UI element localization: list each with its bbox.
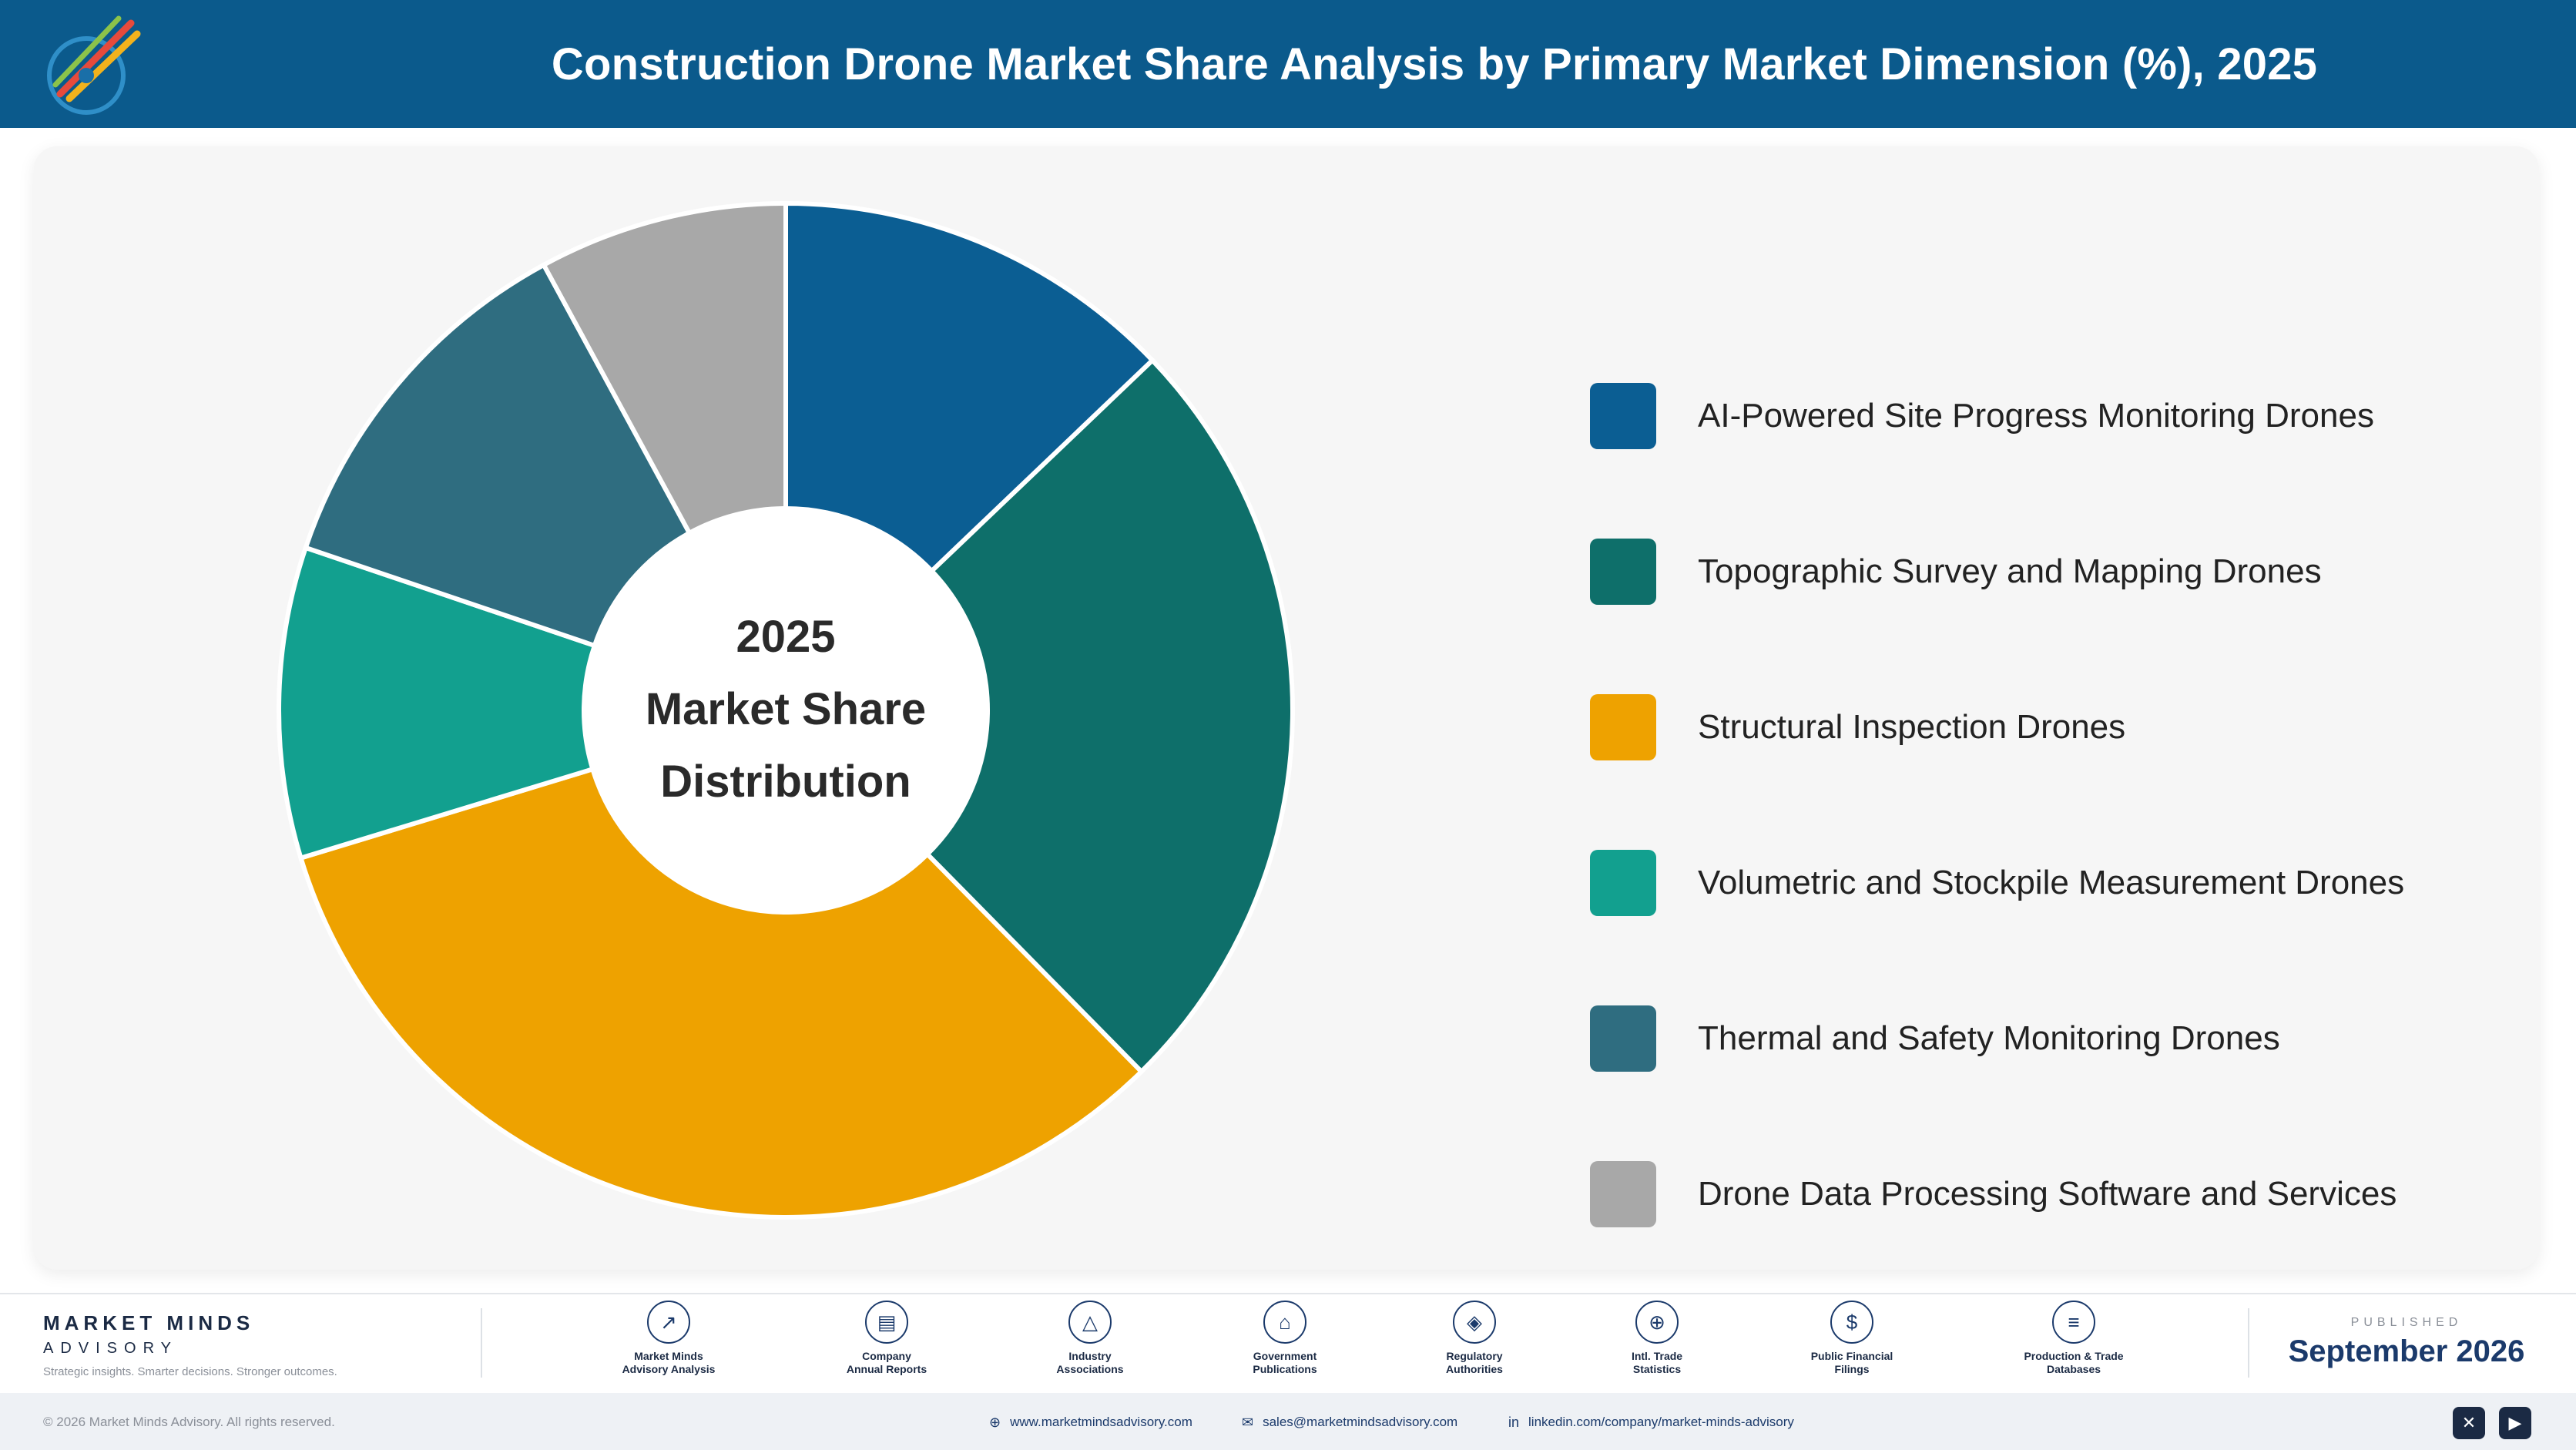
data-source-item: ≡ Production & Trade Databases (1997, 1301, 2151, 1376)
legend-item: AI-Powered Site Progress Monitoring Dron… (1590, 382, 2374, 450)
header-bar: Construction Drone Market Share Analysis… (0, 0, 2576, 128)
brand-subtitle: ADVISORY (43, 1340, 178, 1357)
data-source-label: Production & Trade Databases (2024, 1350, 2124, 1375)
dollar-coin-icon: $ (1830, 1301, 1873, 1344)
donut-center-text: Distribution (660, 757, 911, 807)
legend-item: Volumetric and Stockpile Measurement Dro… (1590, 849, 2404, 917)
published-block: PUBLISHED September 2026 (2283, 1316, 2530, 1369)
footer-divider (481, 1308, 482, 1378)
globe-icon: ⊕ (989, 1414, 1001, 1430)
footer-brand: MARKET MINDS ADVISORY Strategic insights… (43, 1311, 337, 1378)
legend-label: Drone Data Processing Software and Servi… (1698, 1175, 2397, 1213)
government-building-icon: ⌂ (1263, 1301, 1306, 1344)
footer-bottom-bar: © 2026 Market Minds Advisory. All rights… (0, 1393, 2576, 1450)
legend-swatch (1590, 850, 1656, 916)
data-source-item: $ Public Financial Filings (1775, 1301, 1929, 1376)
legend-label: Topographic Survey and Mapping Drones (1698, 552, 2322, 590)
legend-label: Thermal and Safety Monitoring Drones (1698, 1019, 2280, 1057)
donut-hole (584, 509, 988, 912)
linkedin-text: linkedin.com/company/market-minds-adviso… (1528, 1415, 1794, 1429)
legend-swatch (1590, 539, 1656, 605)
legend-item: Structural Inspection Drones (1590, 693, 2125, 761)
legend-label: Volumetric and Stockpile Measurement Dro… (1698, 864, 2405, 901)
email-link[interactable]: ✉ sales@marketmindsadvisory.com (1242, 1393, 1457, 1450)
data-source-label: Regulatory Authorities (1446, 1350, 1503, 1375)
legend-item: Topographic Survey and Mapping Drones (1590, 538, 2322, 606)
brand-name: MARKET MINDS (43, 1311, 255, 1334)
legend-swatch (1590, 383, 1656, 449)
data-source-item: ↗ Market Minds Advisory Analysis (592, 1301, 746, 1376)
mail-icon: ✉ (1242, 1414, 1254, 1430)
linkedin-link[interactable]: in linkedin.com/company/market-minds-adv… (1508, 1393, 1794, 1450)
website-link[interactable]: ⊕ www.marketmindsadvisory.com (989, 1393, 1192, 1450)
database-icon: ≡ (2052, 1301, 2095, 1344)
chart-card: 2025 Market Share Distribution AI-Powered … (34, 146, 2539, 1270)
company-logo (47, 15, 141, 115)
donut-chart: 2025 Market Share Distribution (277, 200, 1295, 1220)
email-text: sales@marketmindsadvisory.com (1263, 1415, 1458, 1429)
copyright-text: © 2026 Market Minds Advisory. All rights… (43, 1415, 335, 1429)
footer: MARKET MINDS ADVISORY Strategic insights… (0, 1293, 2576, 1450)
legend-swatch (1590, 1161, 1656, 1227)
legend-label: Structural Inspection Drones (1698, 708, 2126, 746)
chart-line-icon: ↗ (647, 1301, 690, 1344)
data-source-label: Company Annual Reports (846, 1350, 927, 1375)
data-source-label: Public Financial Filings (1810, 1350, 1893, 1375)
data-source-item: ◈ Regulatory Authorities (1397, 1301, 1551, 1376)
network-icon: △ (1068, 1301, 1112, 1344)
shield-icon: ◈ (1453, 1301, 1496, 1344)
x-twitter-icon[interactable]: ✕ (2453, 1407, 2485, 1439)
donut-center-text: 2025 (736, 612, 835, 662)
brand-tagline: Strategic insights. Smarter decisions. S… (43, 1365, 337, 1378)
globe-icon: ⊕ (1635, 1301, 1679, 1344)
document-icon: ▤ (865, 1301, 908, 1344)
data-source-label: Government Publications (1253, 1350, 1317, 1375)
data-source-item: ⊕ Intl. Trade Statistics (1580, 1301, 1734, 1376)
data-source-item: △ Industry Associations (1013, 1301, 1167, 1376)
data-source-label: Industry Associations (1056, 1350, 1124, 1375)
youtube-icon[interactable]: ▶ (2499, 1407, 2531, 1439)
published-label: PUBLISHED (2350, 1316, 2463, 1329)
donut-center-text: Market Share (646, 684, 926, 734)
data-source-label: Market Minds Advisory Analysis (622, 1350, 716, 1375)
legend-label: AI-Powered Site Progress Monitoring Dron… (1698, 397, 2374, 435)
published-date: September 2026 (2288, 1334, 2525, 1368)
legend-swatch (1590, 1005, 1656, 1072)
footer-divider (2248, 1308, 2249, 1378)
legend-item: Thermal and Safety Monitoring Drones (1590, 1005, 2280, 1072)
data-source-label: Intl. Trade Statistics (1631, 1350, 1683, 1375)
legend-swatch (1590, 694, 1656, 760)
legend-item: Drone Data Processing Software and Servi… (1590, 1160, 2397, 1228)
data-source-item: ▤ Company Annual Reports (810, 1301, 964, 1376)
data-source-item: ⌂ Government Publications (1208, 1301, 1362, 1376)
linkedin-icon: in (1508, 1414, 1520, 1430)
page-title: Construction Drone Market Share Analysis… (551, 39, 2318, 89)
website-text: www.marketmindsadvisory.com (1010, 1415, 1192, 1429)
